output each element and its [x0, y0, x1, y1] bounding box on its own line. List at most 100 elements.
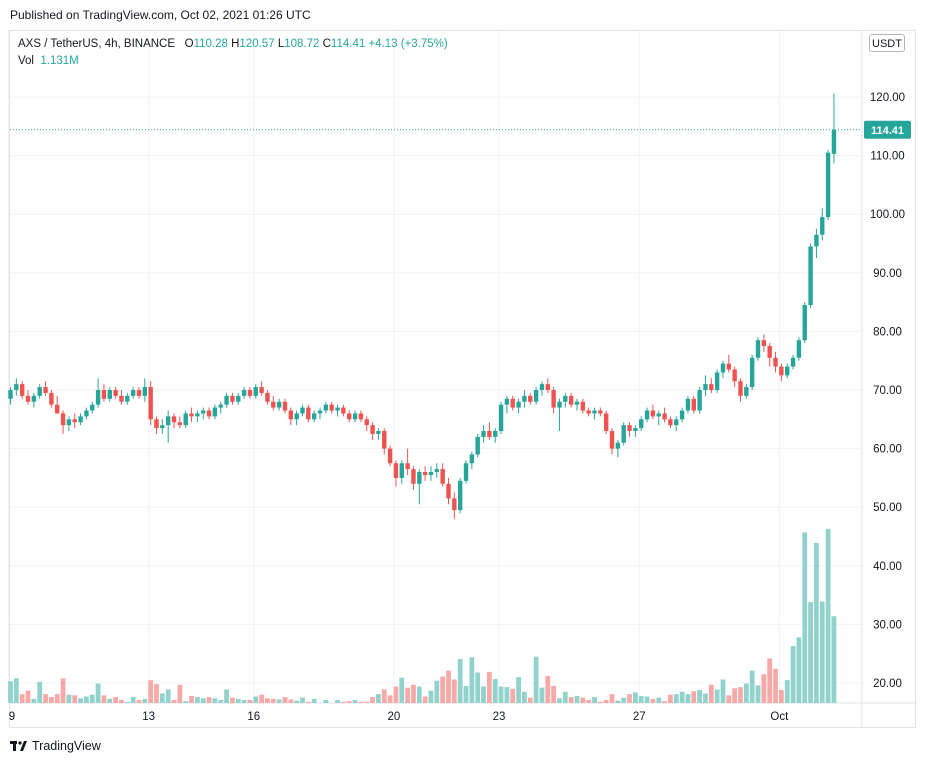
volume-bar [89, 694, 95, 703]
candle-body [125, 395, 130, 402]
volume-bar [25, 690, 31, 703]
volume-bar [457, 658, 463, 703]
candle-body [679, 410, 685, 420]
chart-frame [9, 30, 916, 728]
candle-body [370, 425, 375, 434]
volume-bar [19, 694, 25, 703]
volume-bar [428, 690, 434, 703]
candle-body [703, 384, 708, 390]
volume-bar [177, 684, 183, 703]
candle-body [358, 413, 364, 420]
volume-bar [78, 698, 83, 703]
volume-bar [732, 688, 738, 703]
volume-bar [574, 695, 580, 703]
candle-body [224, 395, 229, 405]
legend-high-label: H [231, 38, 240, 50]
candle-body [633, 428, 638, 432]
candle-body [779, 366, 784, 376]
candle-body [446, 483, 451, 499]
candle-body [259, 387, 264, 393]
candle-body [317, 410, 323, 414]
candle-body [428, 472, 434, 475]
volume-bar [603, 699, 609, 703]
currency-button[interactable]: USDT [869, 34, 905, 52]
candle-body [171, 416, 177, 423]
candle-body [755, 340, 761, 358]
x-tick-label: 13 [142, 711, 155, 723]
volume-bar [796, 637, 802, 703]
volume-bar [440, 676, 446, 703]
volume-bar [656, 697, 662, 703]
volume-bar [422, 696, 428, 703]
volume-bar [527, 697, 533, 703]
candle-body [276, 401, 282, 408]
volume-bar [247, 699, 253, 703]
volume-bar [276, 699, 282, 703]
candle-body [650, 410, 656, 417]
last-price-line: 114.41 [10, 120, 911, 139]
candle-body [78, 416, 83, 423]
volume-bar [516, 677, 521, 703]
volume-bar [235, 698, 241, 703]
candle-body [820, 217, 825, 235]
volume-bar [808, 602, 813, 703]
candle-body [714, 372, 720, 390]
volume-bar [586, 699, 592, 703]
volume-bar [761, 674, 767, 703]
candle-body [341, 407, 346, 414]
candle-body [691, 398, 696, 411]
volume-bar [557, 698, 562, 703]
candle-body [627, 425, 632, 432]
candle-body [154, 419, 159, 429]
candle-body [749, 357, 755, 388]
volume-bar [13, 678, 19, 703]
volume-bar [416, 686, 422, 703]
candle-body [580, 401, 586, 411]
candle-body [66, 419, 72, 426]
volume-bar [159, 693, 165, 703]
time-axis: 9 13 16 20 23 27 Oct [9, 711, 789, 723]
candle-body [732, 369, 737, 382]
y-tick-label: 60.00 [873, 444, 902, 456]
volume-bar [621, 697, 627, 703]
y-tick-label: 40.00 [873, 561, 902, 573]
candle-body [831, 129, 837, 154]
volume-bar [311, 698, 317, 703]
volume-bar [767, 658, 773, 703]
volume-bar [183, 701, 189, 703]
candle-body [49, 392, 54, 405]
candle-body [165, 416, 171, 426]
published-caption: Published on TradingView.com, Oct 02, 20… [10, 8, 311, 22]
candle-body [382, 431, 387, 449]
volume-bar [148, 680, 154, 703]
volume-bar [54, 694, 60, 703]
candle-body [452, 498, 457, 511]
candle-body [773, 357, 778, 367]
volume-bar [323, 699, 329, 703]
candle-body [709, 384, 714, 390]
candle-body [504, 398, 510, 405]
volume-bar [778, 690, 784, 703]
candle-body [785, 366, 790, 376]
volume-bar [340, 701, 346, 703]
volume-bar [253, 696, 259, 703]
volume-bar [189, 695, 194, 703]
volume-bar [142, 698, 148, 703]
legend-low-label: L [277, 38, 285, 50]
y-tick-label: 110.00 [870, 151, 904, 163]
candle-body [306, 407, 311, 420]
volume-bar [726, 695, 732, 703]
candle-body [744, 387, 749, 396]
volume-bar [72, 695, 78, 703]
volume-bar [206, 697, 212, 703]
last-price-label: 114.41 [871, 125, 904, 137]
candle-body [545, 384, 550, 390]
volume-bar [48, 697, 54, 703]
volume-bar [831, 616, 837, 703]
footer-brand[interactable]: TradingView [10, 739, 101, 753]
volume-bar [773, 668, 778, 703]
volume-bar [376, 694, 381, 703]
candle-body [136, 390, 142, 396]
volume-bar [136, 699, 142, 703]
